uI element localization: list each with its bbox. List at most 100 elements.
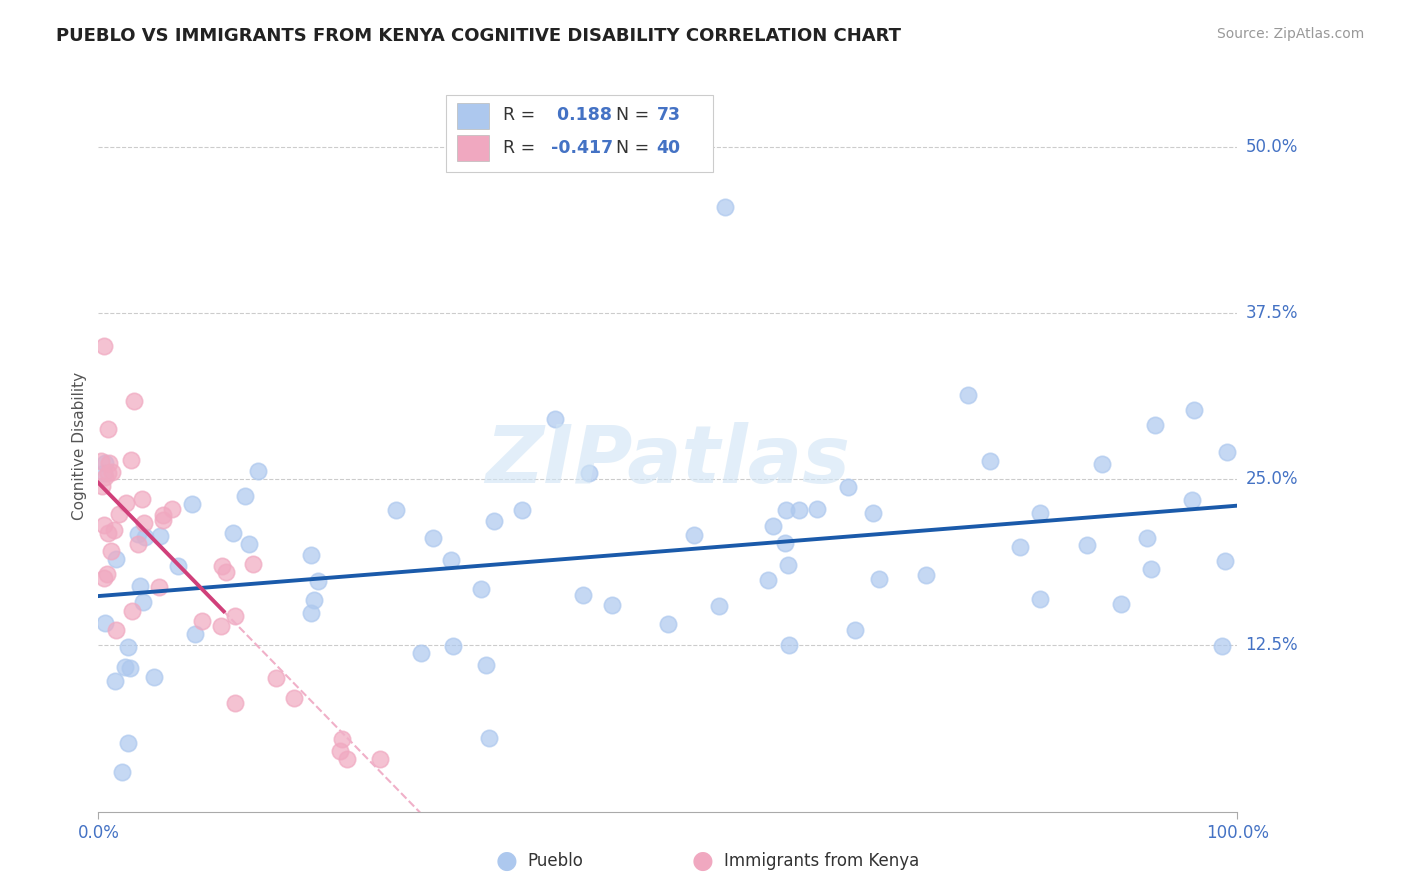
Point <box>299 607 322 621</box>
Point <box>470 582 492 596</box>
Point <box>1111 597 1133 611</box>
Point <box>167 559 190 574</box>
Point <box>299 548 322 562</box>
Point <box>211 559 233 574</box>
Point <box>283 691 305 706</box>
Point <box>97 466 120 480</box>
Point <box>683 528 706 542</box>
Point <box>1182 402 1205 417</box>
Point <box>482 514 505 528</box>
Text: -0.417: -0.417 <box>551 138 613 157</box>
Point <box>224 609 246 624</box>
Point <box>422 532 444 546</box>
Point <box>129 579 152 593</box>
Point <box>190 614 212 628</box>
Point <box>98 456 121 470</box>
Text: R =: R = <box>503 105 540 124</box>
Point <box>775 503 797 517</box>
Text: 37.5%: 37.5% <box>1246 304 1298 322</box>
Point <box>108 507 131 521</box>
Point <box>714 200 737 214</box>
Point <box>441 639 464 653</box>
Point <box>183 627 205 641</box>
Text: 73: 73 <box>657 105 681 124</box>
Point <box>93 517 115 532</box>
Point <box>97 525 120 540</box>
Point <box>578 466 600 480</box>
Point <box>209 619 232 633</box>
Text: N =: N = <box>605 105 655 124</box>
Point <box>837 479 859 493</box>
Point <box>440 553 463 567</box>
Point <box>90 453 112 467</box>
Point <box>134 530 156 544</box>
Point <box>103 523 125 537</box>
Point <box>215 565 238 579</box>
Point <box>862 506 884 520</box>
Y-axis label: Cognitive Disability: Cognitive Disability <box>72 372 87 520</box>
Point <box>1181 493 1204 508</box>
Point <box>1143 417 1166 432</box>
Point <box>544 411 567 425</box>
Point <box>238 536 260 550</box>
Point <box>121 604 143 618</box>
Point <box>149 529 172 543</box>
Text: 25.0%: 25.0% <box>1246 470 1298 488</box>
Point <box>93 467 115 481</box>
Point <box>368 751 391 765</box>
Text: ZIPatlas: ZIPatlas <box>485 422 851 500</box>
Point <box>127 527 149 541</box>
Point <box>132 595 155 609</box>
Point <box>1213 554 1236 568</box>
Point <box>1091 457 1114 471</box>
Text: PUEBLO VS IMMIGRANTS FROM KENYA COGNITIVE DISABILITY CORRELATION CHART: PUEBLO VS IMMIGRANTS FROM KENYA COGNITIV… <box>56 27 901 45</box>
Point <box>224 696 246 710</box>
Point <box>385 503 408 517</box>
Point <box>756 574 779 588</box>
Point <box>162 502 184 516</box>
Point <box>1216 445 1239 459</box>
Point <box>122 394 145 409</box>
Point <box>94 456 117 470</box>
Point <box>979 454 1001 468</box>
Point <box>336 751 359 765</box>
Point <box>657 617 679 632</box>
Point <box>143 670 166 684</box>
Point <box>571 588 593 602</box>
Point <box>117 640 139 654</box>
Point <box>329 744 352 758</box>
Text: 50.0%: 50.0% <box>1246 137 1298 156</box>
Point <box>475 657 498 672</box>
Point <box>709 599 731 614</box>
Point <box>602 598 624 612</box>
Point <box>152 508 174 522</box>
Point <box>844 624 866 638</box>
Point <box>117 735 139 749</box>
Text: ●: ● <box>495 849 517 872</box>
Point <box>233 489 256 503</box>
Text: Pueblo: Pueblo <box>527 852 583 870</box>
Point <box>307 574 329 589</box>
Point <box>114 659 136 673</box>
Point <box>1029 592 1052 607</box>
Point <box>127 536 149 550</box>
Point <box>148 580 170 594</box>
Point <box>409 646 432 660</box>
Point <box>775 536 797 550</box>
Point <box>110 764 132 779</box>
Point <box>97 422 120 436</box>
Point <box>132 516 155 530</box>
Point <box>304 593 326 607</box>
FancyBboxPatch shape <box>446 95 713 171</box>
Point <box>806 501 828 516</box>
Point <box>100 465 122 479</box>
Point <box>120 661 142 675</box>
Point <box>221 526 243 541</box>
Point <box>246 464 269 478</box>
FancyBboxPatch shape <box>457 135 489 161</box>
Point <box>115 495 138 509</box>
Point <box>91 479 114 493</box>
Point <box>93 470 115 484</box>
Point <box>96 567 118 582</box>
Point <box>787 502 810 516</box>
